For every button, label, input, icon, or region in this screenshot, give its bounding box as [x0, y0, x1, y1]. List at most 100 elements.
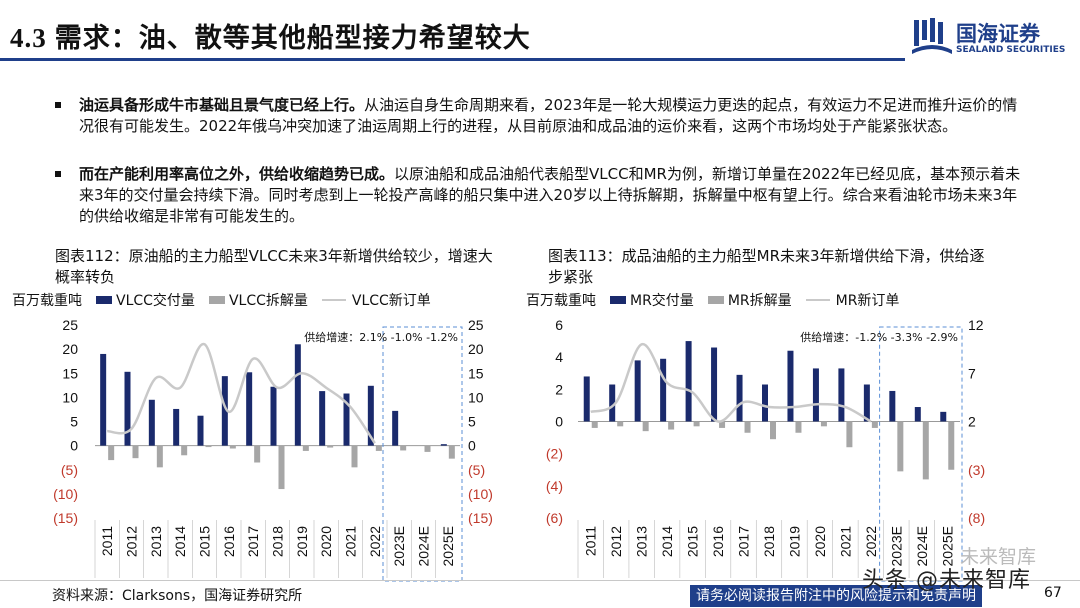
chart1-bar-delivery: [148, 399, 155, 446]
chart1-bar-demolition: [181, 445, 188, 456]
chart2-xtick-label: 2015: [685, 526, 701, 557]
chart1-xtick-label: 2013: [148, 526, 164, 557]
bullet-2: 而在产能利用率高位之外，供给收缩趋势已成。以原油船和成品油船代表船型VLCC和M…: [55, 164, 1025, 227]
chart1-xtick-label: 2025E: [440, 526, 456, 566]
chart2-bar-delivery: [685, 341, 692, 422]
chart1-bar-demolition: [400, 445, 407, 451]
chart1-xtick-label: 2019: [294, 526, 310, 557]
chart1-legend-delivery: VLCC交付量: [96, 290, 195, 310]
chart2-xtick-label: 2019: [786, 526, 802, 557]
chart2-ytick-label: 0: [555, 414, 563, 430]
title-rule: [0, 58, 905, 61]
chart2-bar-delivery: [863, 384, 870, 422]
chart1-bar-demolition: [448, 445, 455, 459]
chart2-legend-orders: MR新订单: [805, 290, 899, 310]
chart1-ytick-label: 0: [70, 438, 78, 454]
bullet-1-bold: 油运具备形成牛市基础且景气度已经上行。: [79, 96, 365, 114]
chart2-xtick-label: 2025E: [939, 526, 955, 566]
chart2-bar-delivery: [889, 390, 896, 422]
chart1-bar-demolition: [156, 445, 163, 468]
chart2-bar-demolition: [591, 421, 598, 428]
logo-mark-icon: [912, 18, 952, 54]
chart1-y2tick-label: 25: [468, 317, 484, 333]
chart2-bar-delivery: [711, 347, 718, 422]
chart2-bar-delivery: [838, 368, 845, 422]
chart2-bar-demolition: [871, 421, 878, 428]
bullet-2-bold: 而在产能利用率高位之外，供给收缩趋势已成。: [79, 165, 395, 183]
chart2-y2tick-label: 7: [968, 365, 976, 381]
chart2-unit-label: 百万载重吨: [526, 293, 596, 309]
chart2-bar-demolition: [820, 421, 827, 427]
chart2-ytick-label: (2): [546, 446, 563, 462]
chart1-ytick-label: (5): [61, 462, 78, 478]
chart2-xtick-label: 2013: [634, 526, 650, 557]
chart2-y2tick-label: 2: [968, 414, 976, 430]
chart1-bar-delivery: [319, 391, 326, 446]
chart2-bar-delivery: [787, 350, 794, 422]
chart2-bar-demolition: [719, 421, 726, 428]
chart1-y2tick-label: 20: [468, 341, 484, 357]
chart1-y2tick-label: (5): [468, 462, 485, 478]
chart1-xtick-label: 2024E: [416, 526, 432, 566]
chart2-y2tick-label: (8): [968, 510, 985, 526]
chart2-y2tick-label: 12: [968, 317, 984, 333]
chart1-bar-demolition: [132, 445, 139, 459]
chart1-bar-delivery: [440, 444, 447, 446]
chart2-forecast-box: [879, 326, 963, 582]
bullet-1: 油运具备形成牛市基础且景气度已经上行。从油运自身生命周期来看，2023年是一轮大…: [55, 95, 1025, 137]
chart1-ytick-label: 15: [62, 365, 78, 381]
chart1-ytick-label: (10): [53, 486, 78, 502]
chart2-xtick-label: 2021: [837, 526, 853, 557]
page-title: 4.3 需求：油、散等其他船型接力希望较大: [10, 16, 531, 55]
chart2-bar-demolition: [770, 421, 776, 440]
chart1-bar-demolition: [327, 445, 334, 448]
chart1-bar-delivery: [221, 376, 228, 446]
chart2-ytick-label: (4): [546, 478, 563, 494]
chart1-legend-orders: VLCC新订单: [321, 290, 431, 310]
chart2-xtick-label: 2017: [736, 526, 752, 557]
chart2-bar-delivery: [583, 376, 590, 422]
chart1-bar-delivery: [270, 386, 277, 446]
chart2-bar-demolition: [846, 421, 853, 448]
chart1-bar-delivery: [246, 372, 253, 446]
chart2-ytick-label: (6): [546, 510, 563, 526]
chart1-bar-demolition: [302, 445, 309, 451]
chart1-bar-delivery: [100, 353, 107, 446]
chart2-ytick-label: 4: [555, 349, 563, 365]
chart2-legend-delivery: MR交付量: [610, 290, 694, 310]
chart1-bar-demolition: [229, 445, 236, 449]
chart2-bar-delivery: [812, 368, 819, 422]
chart1-y2tick-label: 0: [468, 438, 476, 454]
chart1-bar-delivery: [343, 393, 350, 446]
chart1-ytick-label: (15): [53, 510, 78, 526]
chart1-legend-demolition: VLCC拆解量: [208, 290, 308, 310]
chart1-xtick-label: 2021: [343, 526, 359, 557]
chart2-bar-demolition: [897, 421, 904, 472]
chart2-legend: 百万载重吨 MR交付量 MR拆解量 MR新订单: [526, 290, 913, 310]
section-title: 需求：油、散等其他船型接力希望较大: [54, 23, 531, 54]
chart1-xtick-label: 2012: [124, 526, 140, 557]
chart1-bar-delivery: [197, 415, 204, 446]
chart1-bar-delivery: [392, 410, 399, 446]
chart1-bar-delivery: [294, 344, 301, 446]
chart2-legend-demolition: MR拆解量: [707, 290, 792, 310]
bullet-marker: [55, 102, 61, 108]
chart2-bar-demolition: [795, 421, 802, 433]
source-note: 资料来源：Clarksons，国海证券研究所: [52, 588, 303, 604]
chart2-xtick-label: 2022: [863, 526, 879, 557]
chart1-bar-demolition: [424, 445, 431, 452]
chart1-y2tick-label: (10): [468, 486, 493, 502]
chart2-xtick-label: 2014: [659, 526, 675, 557]
chart1-ytick-label: 25: [62, 317, 78, 333]
chart2-bar-delivery: [914, 407, 921, 422]
logo-text: 国海证券: [956, 22, 1040, 46]
chart2-annotation: 供给增速：-1.2% -3.3% -2.9%: [800, 330, 958, 344]
chart1-line-new-orders: [107, 343, 376, 444]
chart1-xtick-label: 2018: [270, 526, 286, 557]
chart2-y2tick-label: (3): [968, 462, 985, 478]
chart2-bar-demolition: [642, 421, 649, 432]
footer-divider: [0, 580, 1080, 581]
chart2-bar-demolition: [948, 421, 955, 470]
chart2-bar-delivery: [634, 360, 641, 422]
chart2-line-new-orders: [590, 343, 872, 423]
